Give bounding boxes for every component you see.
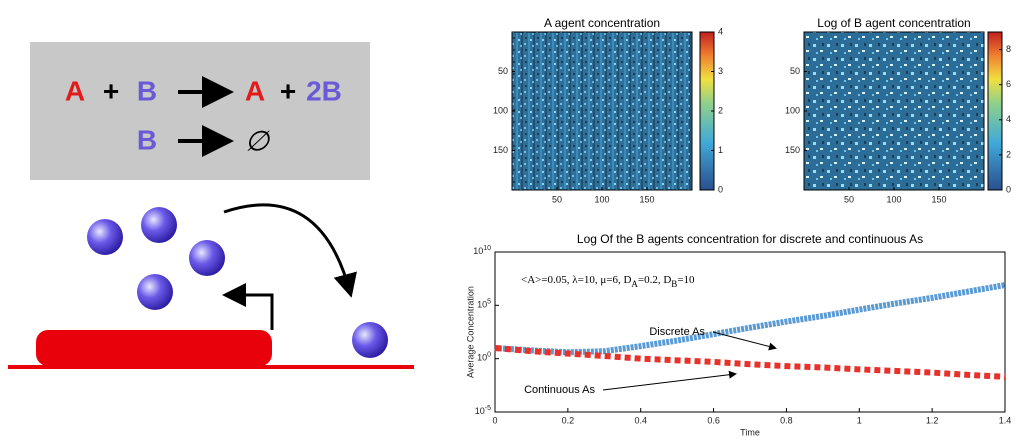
cell xyxy=(36,330,272,366)
reaction-box xyxy=(30,42,370,180)
y-tick-label: 50 xyxy=(498,66,508,76)
colorbar xyxy=(987,31,1003,191)
emit-arrow xyxy=(222,283,274,330)
operator: + xyxy=(280,75,296,106)
species: A xyxy=(65,75,85,106)
series-label: Continuous As xyxy=(524,384,595,396)
particle xyxy=(137,274,173,310)
x-tick-label: 150 xyxy=(931,194,946,204)
y-axis-label: Average Concentration xyxy=(465,286,475,378)
chart-title: A agent concentration xyxy=(544,16,660,30)
colorbar-tick-label: 1 xyxy=(718,145,723,155)
colorbar-tick-label: 2 xyxy=(718,105,723,115)
species: 2B xyxy=(306,75,342,106)
particle xyxy=(352,322,388,358)
annotation: <A>=0.05, λ=10, μ=6, DA=0.2, DB=10 xyxy=(521,274,695,290)
decay-arrow xyxy=(223,203,357,298)
x-tick-label: 0.6 xyxy=(707,415,720,425)
y-tick-label: 100 xyxy=(477,352,491,363)
particle xyxy=(189,240,225,276)
series-line xyxy=(494,345,1006,380)
x-tick-label: 0 xyxy=(492,415,497,425)
colorbar-tick-label: 3 xyxy=(718,66,723,76)
y-tick-label: 10-5 xyxy=(475,405,491,416)
x-tick-label: 0.8 xyxy=(780,415,793,425)
label-arrow xyxy=(602,370,737,391)
series-label: Discrete As xyxy=(649,326,705,338)
plot-frame xyxy=(494,251,1006,413)
x-tick-label: 50 xyxy=(552,194,562,204)
y-tick-label: 150 xyxy=(493,145,508,155)
y-tick-label: 50 xyxy=(790,66,800,76)
colorbar-tick-label: 0 xyxy=(1006,184,1011,194)
particle xyxy=(141,207,177,243)
operator: + xyxy=(103,75,119,106)
x-axis-label: Time xyxy=(740,427,760,437)
x-tick-label: 1.4 xyxy=(999,415,1012,425)
heatmap-field xyxy=(511,31,693,191)
x-tick-label: 100 xyxy=(886,194,901,204)
heatmap-field xyxy=(803,31,985,191)
y-tick-label: 1010 xyxy=(473,245,491,256)
species: A xyxy=(245,75,265,106)
x-tick-label: 0.4 xyxy=(634,415,647,425)
particle xyxy=(87,219,123,255)
x-tick-label: 0.2 xyxy=(562,415,575,425)
colorbar-tick-label: 4 xyxy=(718,26,723,36)
x-tick-label: 1 xyxy=(857,415,862,425)
series-line xyxy=(494,282,1006,356)
colorbar-tick-label: 4 xyxy=(1006,114,1011,124)
y-tick-label: 100 xyxy=(493,105,508,115)
chart-title: Log of B agent concentration xyxy=(817,16,970,30)
y-tick-label: 150 xyxy=(785,145,800,155)
colorbar-tick-label: 0 xyxy=(718,184,723,194)
y-tick-label: 105 xyxy=(477,299,491,310)
x-tick-label: 1.2 xyxy=(926,415,939,425)
x-tick-label: 50 xyxy=(844,194,854,204)
species: B xyxy=(137,75,157,106)
chart-title: Log Of the B agents concentration for di… xyxy=(577,232,923,246)
x-tick-label: 150 xyxy=(639,194,654,204)
y-tick-label: 100 xyxy=(785,105,800,115)
empty-set: ∅ xyxy=(245,125,271,156)
label-arrow xyxy=(712,331,777,351)
colorbar-tick-label: 6 xyxy=(1006,79,1011,89)
reaction-panel: A + B A + 2B B ∅ xyxy=(8,42,414,369)
x-tick-label: 100 xyxy=(594,194,609,204)
colorbar-tick-label: 2 xyxy=(1006,149,1011,159)
colorbar-tick-label: 8 xyxy=(1006,44,1011,54)
species: B xyxy=(137,124,157,155)
